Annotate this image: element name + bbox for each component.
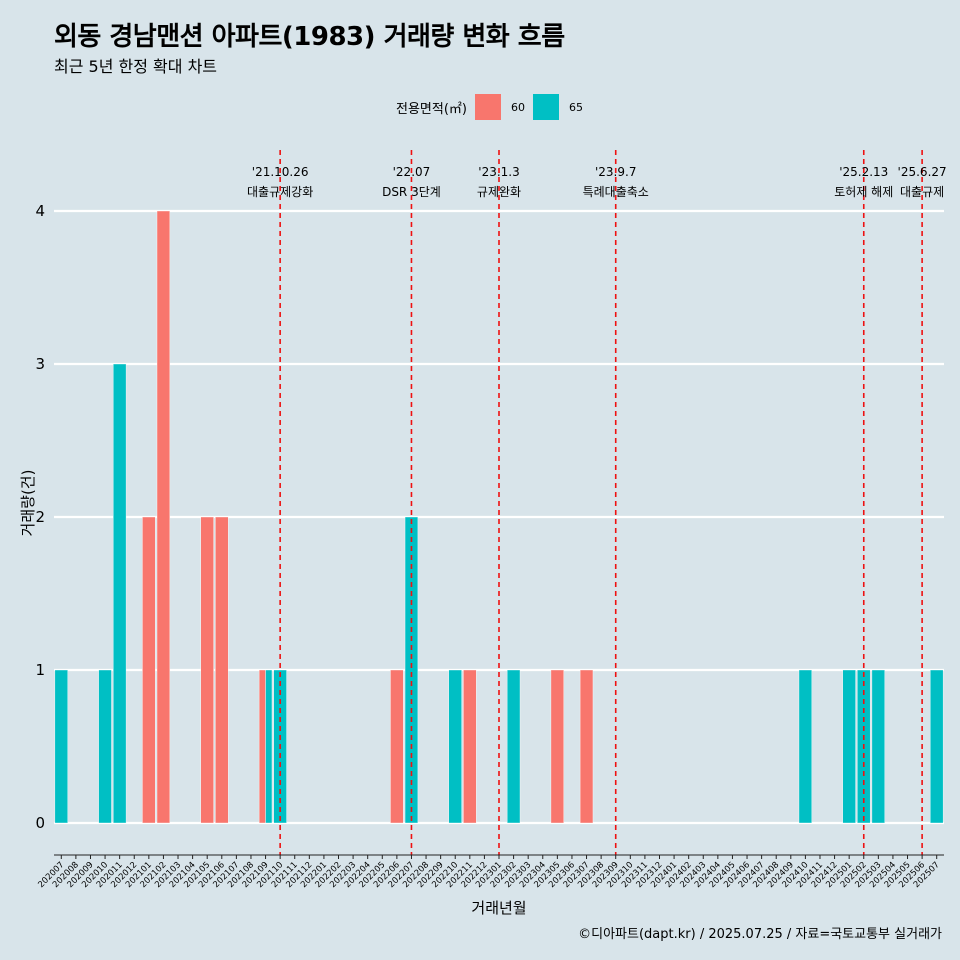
bar-65-202507 [930,669,944,824]
event-date-label: '25.6.27 [898,165,947,179]
bar-60-202105 [200,516,214,824]
chart-title: 외동 경남맨션 아파트(1983) 거래량 변화 흐름 [54,22,565,52]
bar-65-202410 [798,669,813,824]
event-label: 대출규제 [900,185,944,199]
event-label: 규제완화 [477,185,521,199]
bar-65-202010 [98,669,112,824]
legend: 전용면적(㎡) 60 65 [396,94,591,120]
event-label: 토허제 해제 [834,185,893,199]
y-tick-label: 0 [35,814,45,832]
event-date-label: '25.2.13 [839,165,888,179]
bar-65-202011 [113,363,127,824]
bar-65-202503 [871,669,885,824]
bar-65-202302 [506,669,521,824]
legend-swatch-60 [474,94,501,120]
bar-60-202109 [258,669,266,824]
event-date-label: '22.07 [393,165,431,179]
bar-65-202109 [265,669,273,824]
legend-swatch-65 [532,94,559,120]
bar-60-202106 [215,516,229,824]
event-date-label: '21.10.26 [252,165,309,179]
bar-60-202102 [156,210,171,824]
bar-65-202207 [404,516,419,824]
event-label: DSR 3단계 [382,185,441,199]
x-axis-title: 거래년월 [471,899,526,917]
bar-60-202211 [463,669,477,824]
chart-subtitle: 최근 5년 한정 확대 차트 [54,57,218,76]
bar-60-202206 [390,669,404,824]
legend-title: 전용면적(㎡) [396,101,467,117]
y-tick-label: 4 [35,202,45,220]
event-date-label: '23.9.7 [595,165,636,179]
y-axis-title: 거래량(건) [19,470,37,537]
bar-60-202305 [550,669,564,824]
bar-60-202101 [142,516,156,824]
bar-65-202007 [54,669,68,824]
y-tick-label: 1 [35,661,45,679]
y-tick-label: 2 [35,508,45,526]
event-date-label: '23.1.3 [478,165,519,179]
y-tick-label: 3 [35,355,45,373]
legend-label-65: 65 [568,100,583,114]
source-caption: ©디아파트(dapt.kr) / 2025.07.25 / 자료=국토교통부 실… [578,927,942,942]
event-label: 특례대출축소 [583,185,649,199]
bar-65-202210 [448,669,462,824]
legend-label-60: 60 [510,100,525,114]
bar-65-202501 [842,669,856,824]
event-label: 대출규제강화 [247,185,313,199]
bar-60-202307 [579,669,594,824]
